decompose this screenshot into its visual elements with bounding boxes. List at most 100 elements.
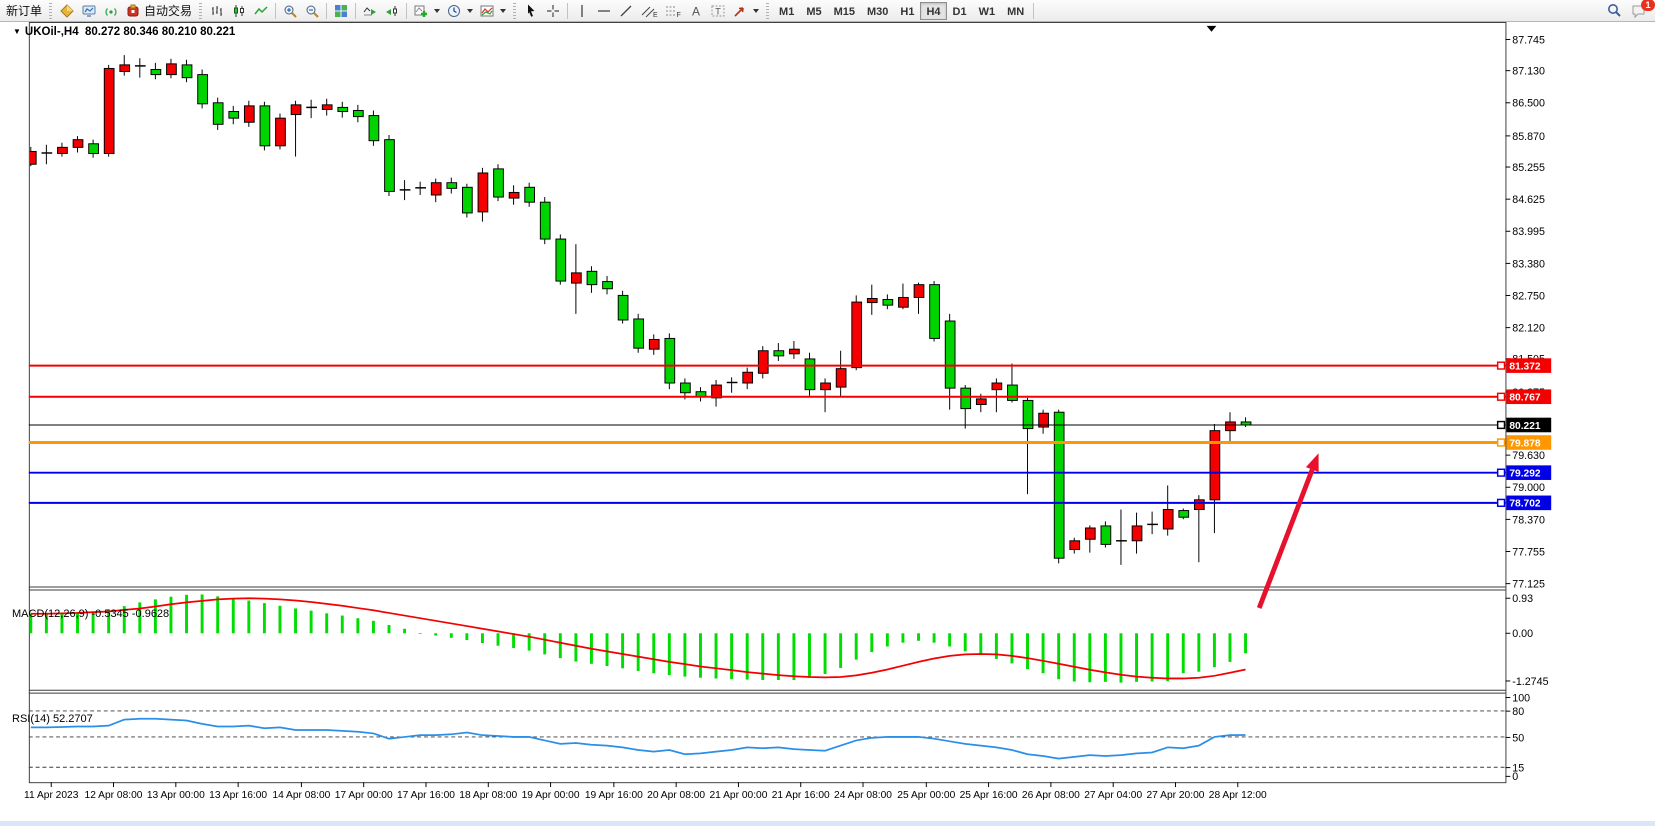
crosshair-button[interactable] [542,1,564,21]
indicators-button[interactable] [410,1,443,21]
fibonacci-button[interactable]: F [661,1,685,21]
svg-text:82.750: 82.750 [1512,290,1545,302]
search-button[interactable] [1602,1,1626,21]
tab-timeframe-m1[interactable]: M1 [773,2,800,20]
tab-timeframe-m15[interactable]: M15 [828,2,861,20]
svg-text:28 Apr 12:00: 28 Apr 12:00 [1209,790,1267,801]
arrows-button[interactable] [729,1,762,21]
rsi-name: RSI(14) [12,713,50,725]
tab-timeframe-d1[interactable]: D1 [947,2,973,20]
text-label-button[interactable]: T [707,1,729,21]
svg-text:14 Apr 08:00: 14 Apr 08:00 [272,790,330,801]
svg-text:79.630: 79.630 [1512,450,1545,462]
periods-button[interactable] [443,1,476,21]
toolbar-separator [567,2,569,19]
text-button[interactable]: A [685,1,707,21]
macd-name: MACD(12,26,9) [12,608,89,620]
svg-text:78.702: 78.702 [1509,499,1541,510]
macd-signal-value: -0.9628 [131,608,170,620]
signal-button[interactable] [100,1,122,21]
toolbar-grip [513,2,517,19]
svg-text:27 Apr 20:00: 27 Apr 20:00 [1146,790,1204,801]
svg-text:21 Apr 16:00: 21 Apr 16:00 [772,790,830,801]
terminal-button[interactable] [78,1,100,21]
toolbar-separator [355,2,357,19]
svg-text:83.380: 83.380 [1512,258,1545,270]
horizontal-line-button[interactable] [593,1,615,21]
svg-text:87.130: 87.130 [1512,66,1545,78]
chart-canvas[interactable]: 87.745 87.130 86.500 85.870 85.255 84.625 83.9… [0,22,1655,826]
horizontal-line-icon [598,9,611,12]
text-icon: A [692,4,700,18]
svg-text:13 Apr 16:00: 13 Apr 16:00 [209,790,267,801]
chevron-down-icon [500,8,507,13]
chevron-down-icon [467,8,474,13]
zoom-in-icon [284,5,297,18]
autoscroll-icon [363,6,377,15]
vertical-line-button[interactable] [571,1,593,21]
tile-windows-button[interactable] [330,1,352,21]
tab-timeframe-w1[interactable]: W1 [973,2,1002,20]
svg-text:17 Apr 16:00: 17 Apr 16:00 [397,790,455,801]
toolbar: 新订单 自动交易 [0,0,1655,22]
svg-text:84.625: 84.625 [1512,194,1545,206]
chevron-down-icon [753,8,760,13]
svg-text:19 Apr 16:00: 19 Apr 16:00 [585,790,643,801]
svg-text:18 Apr 08:00: 18 Apr 08:00 [459,790,517,801]
templates-button[interactable] [476,1,509,21]
autotrade-button[interactable]: 自动交易 [122,1,195,21]
svg-text:11 Apr 2023: 11 Apr 2023 [24,790,79,801]
macd-main-value: -0.5345 [91,608,129,620]
trendline-button[interactable] [615,1,637,21]
diamond-button[interactable] [56,1,78,21]
tab-timeframe-m30[interactable]: M30 [861,2,894,20]
svg-text:21 Apr 00:00: 21 Apr 00:00 [709,790,767,801]
bar-chart-icon [212,5,223,16]
tab-timeframe-m5[interactable]: M5 [800,2,827,20]
zoom-in-button[interactable] [279,1,301,21]
new-order-button[interactable]: 新订单 [3,1,45,21]
fibonacci-icon: F [666,6,681,19]
svg-text:13 Apr 00:00: 13 Apr 00:00 [147,790,205,801]
svg-text:77.125: 77.125 [1512,579,1545,591]
trendline-icon [620,5,632,16]
svg-text:85.255: 85.255 [1512,162,1545,174]
candlestick-chart-button[interactable] [228,1,250,21]
svg-text:83.995: 83.995 [1512,226,1545,238]
svg-text:77.755: 77.755 [1512,546,1545,558]
line-chart-button[interactable] [250,1,272,21]
svg-text:19 Apr 00:00: 19 Apr 00:00 [522,790,580,801]
macd-indicator-label: MACD(12,26,9) -0.5345 -0.9628 [12,608,169,620]
svg-text:79.000: 79.000 [1512,482,1545,494]
autoscroll-button[interactable] [359,1,381,21]
chevron-down-icon: ▼ [13,27,21,36]
tab-timeframe-h4[interactable]: H4 [920,1,947,20]
signal-icon [105,7,117,16]
periods-icon [448,4,461,17]
arrows-icon [734,6,744,17]
notifications-button[interactable]: 1 [1626,0,1655,22]
cursor-button[interactable] [520,1,542,21]
chart-title: ▼ UKOil-,H4 80.272 80.346 80.210 80.221 [13,26,235,38]
channel-letter: E [653,12,658,19]
tab-timeframe-mn[interactable]: MN [1001,2,1030,20]
search-icon [1608,3,1621,17]
tab-timeframe-h1[interactable]: H1 [894,2,920,20]
toolbar-grip [766,2,770,19]
svg-text:0.93: 0.93 [1512,593,1533,605]
channel-button[interactable]: E [637,1,661,21]
bar-chart-button[interactable] [206,1,228,21]
vertical-line-icon [581,4,583,17]
svg-text:80.221: 80.221 [1509,421,1541,432]
candlestick-chart-icon [234,4,245,17]
chart-shift-icon [386,5,398,16]
svg-text:20 Apr 08:00: 20 Apr 08:00 [647,790,705,801]
new-order-label: 新订单 [6,4,43,18]
chart-shift-button[interactable] [381,1,403,21]
zoom-out-button[interactable] [301,1,323,21]
crosshair-icon [547,4,560,17]
rsi-value: 52.2707 [52,713,93,725]
svg-text:79.292: 79.292 [1509,469,1541,480]
autotrade-icon [127,4,139,16]
